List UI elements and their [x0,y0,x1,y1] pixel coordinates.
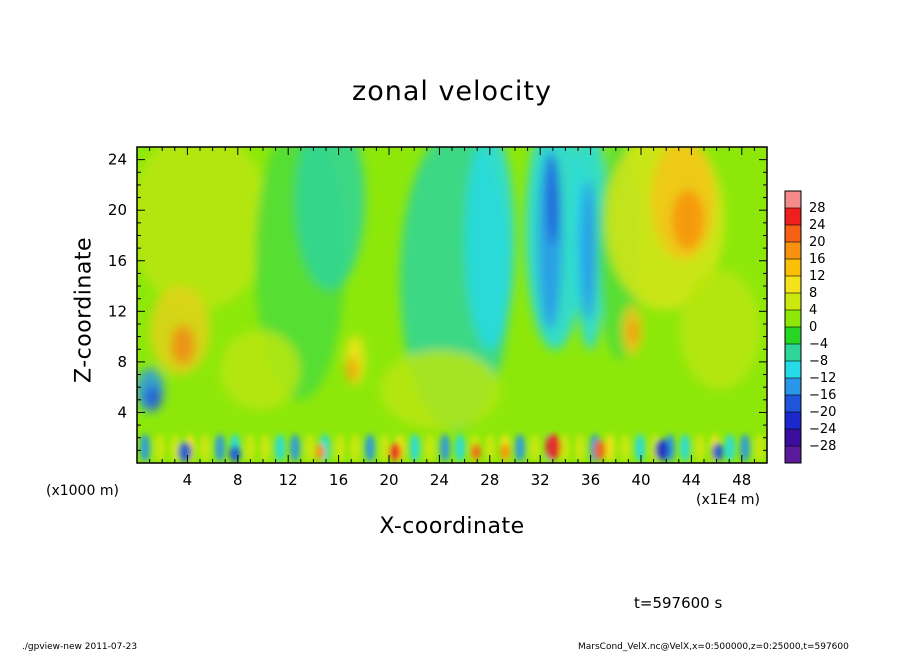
colorbar-swatch [785,446,801,464]
y-tick-label: 12 [108,302,127,320]
colorbar-swatch [785,293,801,311]
colorbar-swatch [785,191,801,209]
colorbar-label: −20 [809,405,836,420]
colorbar-swatch [785,327,801,345]
x-tick-label: 24 [430,471,449,489]
velocity-field [137,147,767,463]
y-axis: 4 8 12 16 20 24 [108,146,767,451]
colorbar-label: 20 [809,235,826,250]
colorbar-swatch [785,378,801,396]
y-axis-label: Z-coordinate [71,237,97,383]
colorbar-swatch [785,208,801,226]
x-axis-label: X-coordinate [379,514,525,539]
colorbar-label: −16 [809,388,836,403]
x-scale-note: (x1000 m) [46,483,119,499]
time-annotation: t=597600 s [634,594,723,612]
colorbar-label: 4 [809,303,817,318]
x-tick-label: 44 [682,471,701,489]
x-tick-label: 8 [233,471,243,489]
colorbar-swatch [785,310,801,328]
colorbar-label: 24 [809,218,826,233]
colorbar-swatch [785,225,801,243]
colorbar-swatch [785,344,801,362]
y-tick-label: 24 [108,151,127,169]
y-tick-label: 4 [117,403,127,421]
colorbar-swatch [785,276,801,294]
x-tick-label: 4 [183,471,193,489]
x-tick-label: 28 [480,471,499,489]
colorbar-label: −28 [809,439,836,454]
x-tick-label: 32 [531,471,550,489]
x-scale-note-right: (x1E4 m) [696,492,760,508]
colorbar-swatch [785,242,801,260]
colorbar-swatch [785,395,801,413]
y-tick-label: 16 [108,252,127,270]
colorbar-swatch [785,412,801,430]
colorbar-label: 8 [809,286,817,301]
colorbar-label: 0 [809,320,817,335]
colorbar-swatch [785,429,801,447]
x-tick-label: 16 [329,471,348,489]
colorbar: 28 24 20 16 12 8 4 0 −4 −8 −12 −16 −20 −24 −28 [784,190,836,464]
x-tick-label: 36 [581,471,600,489]
x-axis: 4 8 12 16 20 24 28 32 36 40 44 48 [149,147,755,489]
colorbar-swatch [785,259,801,277]
colorbar-swatch [785,361,801,379]
colorbar-label: −8 [809,354,828,369]
footer-left: ./gpview-new 2011-07-23 [22,642,138,652]
colorbar-label: −12 [809,371,836,386]
footer-right: MarsCond_VelX.nc@VelX,x=0:500000,z=0:250… [578,642,849,652]
x-tick-label: 20 [379,471,398,489]
x-tick-label: 40 [631,471,650,489]
chart-title: zonal velocity [352,76,552,107]
y-tick-label: 8 [117,353,127,371]
colorbar-label: 16 [809,252,826,267]
x-tick-label: 12 [279,471,298,489]
colorbar-label: −4 [809,337,828,352]
colorbar-label: −24 [809,422,836,437]
y-tick-label: 20 [108,201,127,219]
colorbar-label: 28 [809,201,826,216]
x-tick-label: 48 [732,471,751,489]
colorbar-label: 12 [809,269,826,284]
